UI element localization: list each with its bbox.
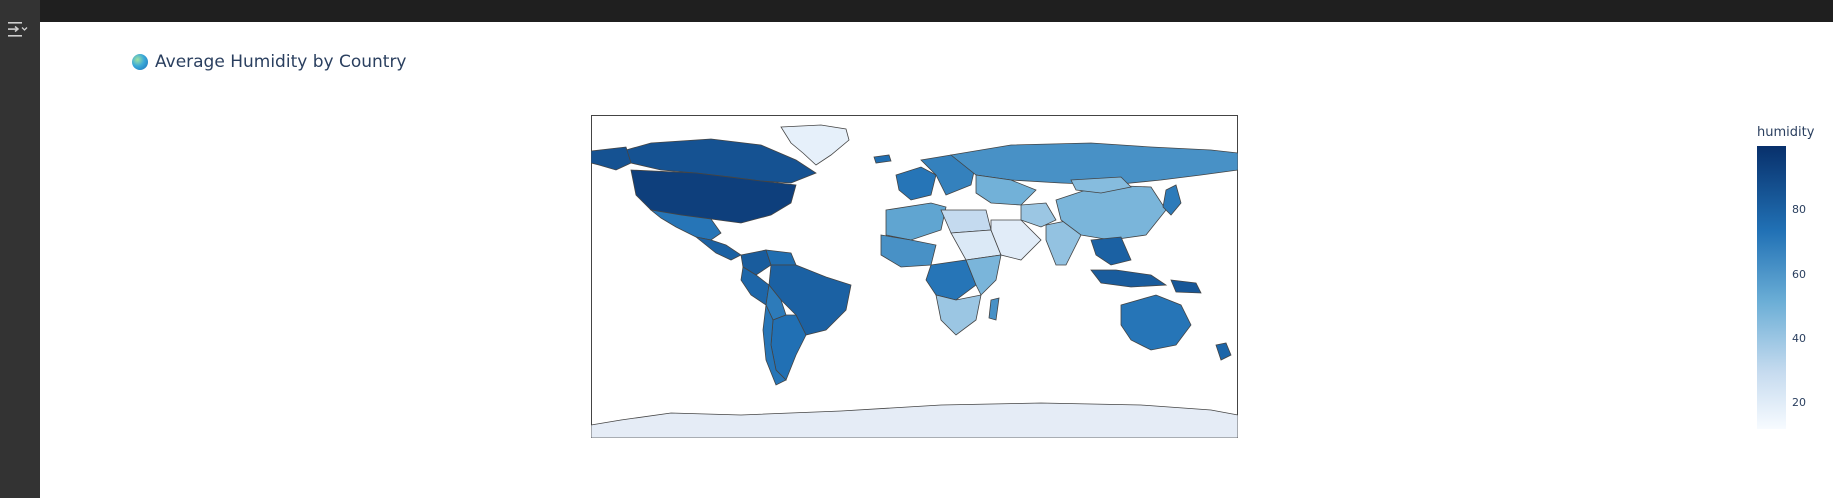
region-chile[interactable]: [762, 303, 787, 386]
region-southeast-asia[interactable]: [1090, 236, 1132, 266]
region-colombia[interactable]: [740, 249, 772, 276]
main-panel: Average Humidity by Country humidity 20 4…: [40, 22, 1833, 498]
colorbar: [1757, 146, 1786, 429]
region-new-zealand[interactable]: [1215, 342, 1232, 361]
colorbar-tick: 20: [1792, 396, 1806, 410]
region-iceland[interactable]: [873, 154, 892, 164]
region-indonesia[interactable]: [1090, 269, 1168, 288]
chart-title-text: Average Humidity by Country: [155, 52, 407, 72]
globe-icon: [132, 54, 148, 70]
top-bar: [0, 0, 1833, 22]
world-map[interactable]: [591, 115, 1238, 438]
region-papua-new-guinea[interactable]: [1170, 279, 1202, 294]
colorbar-tick: 40: [1792, 331, 1806, 345]
region-east-africa[interactable]: [965, 254, 1002, 296]
colorbar-tick: 80: [1792, 203, 1806, 217]
region-greenland[interactable]: [780, 124, 850, 166]
region-united-states[interactable]: [630, 169, 797, 224]
region-alaska[interactable]: [591, 146, 632, 171]
region-north-africa[interactable]: [885, 202, 947, 241]
region-mongolia[interactable]: [1070, 176, 1132, 194]
region-western-europe[interactable]: [895, 166, 937, 201]
region-antarctica[interactable]: [591, 402, 1238, 438]
colorbar-title: humidity: [1757, 125, 1815, 140]
region-madagascar[interactable]: [988, 297, 1000, 321]
region-southern-africa[interactable]: [935, 294, 982, 336]
region-japan[interactable]: [1162, 184, 1182, 216]
chart-title: Average Humidity by Country: [132, 52, 407, 72]
region-iran[interactable]: [1020, 202, 1057, 228]
region-canada[interactable]: [625, 138, 817, 184]
region-australia[interactable]: [1120, 294, 1192, 351]
colorbar-tick: 60: [1792, 267, 1806, 281]
region-russia[interactable]: [950, 142, 1238, 186]
sidebar-toggle-icon[interactable]: [6, 19, 28, 39]
left-sidebar: [0, 0, 40, 498]
